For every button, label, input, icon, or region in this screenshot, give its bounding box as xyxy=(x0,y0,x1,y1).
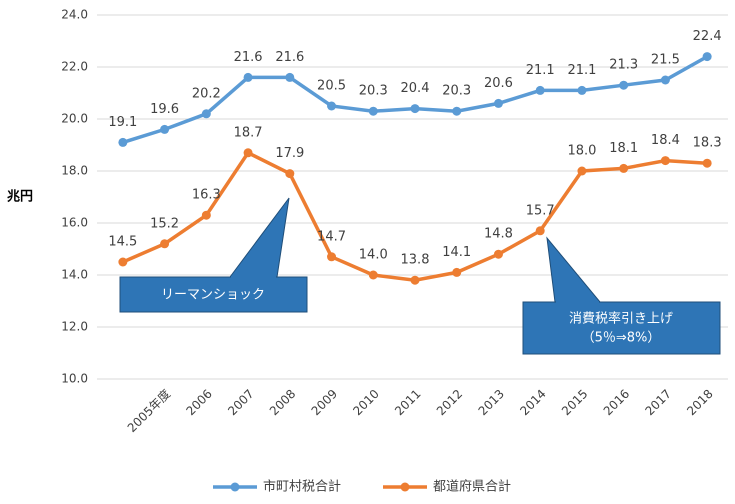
point xyxy=(410,275,420,285)
point xyxy=(285,72,295,82)
point xyxy=(660,156,670,166)
data-label: 21.3 xyxy=(609,58,638,73)
data-label: 14.5 xyxy=(108,235,137,250)
point xyxy=(452,106,462,116)
point xyxy=(493,249,503,259)
data-label: 21.5 xyxy=(651,53,680,68)
data-label: 14.7 xyxy=(317,229,346,244)
y-tick-label: 18.0 xyxy=(61,164,88,178)
point xyxy=(368,270,378,280)
point xyxy=(535,85,545,95)
y-tick-label: 20.0 xyxy=(61,112,88,126)
y-tick-label: 16.0 xyxy=(61,216,88,230)
legend-label: 市町村税合計 xyxy=(263,479,341,495)
point xyxy=(243,148,253,158)
data-label: 21.1 xyxy=(526,63,555,78)
data-label: 15.7 xyxy=(526,203,555,218)
point xyxy=(118,137,128,147)
data-label: 19.1 xyxy=(108,115,137,130)
point xyxy=(285,169,295,179)
point xyxy=(619,163,629,173)
callout-box xyxy=(119,276,308,313)
point xyxy=(577,166,587,176)
data-label: 13.8 xyxy=(401,253,430,268)
data-label: 15.2 xyxy=(150,216,179,231)
data-label: 19.6 xyxy=(150,102,179,117)
point xyxy=(327,252,337,262)
point xyxy=(660,75,670,85)
callout-pointer xyxy=(546,236,602,303)
y-tick-label: 12.0 xyxy=(61,320,88,334)
data-label: 14.1 xyxy=(442,245,471,260)
legend-label: 都道府県合計 xyxy=(433,479,511,495)
callout-pointer xyxy=(229,197,290,278)
data-label: 20.4 xyxy=(401,81,430,96)
point xyxy=(410,104,420,114)
data-label: 20.2 xyxy=(192,86,221,101)
x-tick-label: 2007 xyxy=(225,387,256,418)
x-tick-label: 2014 xyxy=(517,387,548,418)
x-tick-label: 2010 xyxy=(350,387,381,418)
data-label: 16.3 xyxy=(192,188,221,203)
data-label: 22.4 xyxy=(693,29,722,44)
data-label: 20.6 xyxy=(484,76,513,91)
point xyxy=(535,226,545,236)
point xyxy=(493,98,503,108)
x-tick-label: 2009 xyxy=(309,387,340,418)
x-tick-label: 2018 xyxy=(684,387,715,418)
data-label: 18.3 xyxy=(693,136,722,151)
annotation: リーマンショック xyxy=(161,288,265,303)
point xyxy=(243,72,253,82)
data-label: 14.0 xyxy=(359,248,388,263)
data-label: 21.1 xyxy=(567,63,596,78)
annotation: （5％⇒8%） xyxy=(582,331,661,346)
point xyxy=(118,257,128,267)
y-tick-label: 14.0 xyxy=(61,268,88,282)
data-label: 18.4 xyxy=(651,133,680,148)
x-tick-label: 2017 xyxy=(642,387,673,418)
point xyxy=(368,106,378,116)
x-tick-label: 2005年度 xyxy=(124,386,173,435)
data-label: 18.0 xyxy=(567,144,596,159)
data-label: 18.1 xyxy=(609,141,638,156)
legend-marker xyxy=(230,482,240,492)
y-tick-label: 10.0 xyxy=(61,372,88,386)
data-label: 20.3 xyxy=(442,84,471,99)
x-tick-label: 2013 xyxy=(476,387,507,418)
point xyxy=(201,109,211,119)
x-tick-label: 2016 xyxy=(601,387,632,418)
x-tick-label: 2015 xyxy=(559,387,590,418)
point xyxy=(160,239,170,249)
point xyxy=(619,80,629,90)
legend-marker xyxy=(400,482,410,492)
x-tick-label: 2011 xyxy=(392,387,423,418)
data-label: 20.5 xyxy=(317,79,346,94)
point xyxy=(577,85,587,95)
annotation: 消費税率引き上げ xyxy=(569,311,673,327)
point xyxy=(702,158,712,168)
point xyxy=(702,52,712,62)
data-label: 14.8 xyxy=(484,227,513,242)
y-axis-label: 兆円 xyxy=(7,189,33,205)
data-label: 18.7 xyxy=(234,125,263,140)
point xyxy=(327,101,337,111)
point xyxy=(201,210,211,220)
data-label: 20.3 xyxy=(359,84,388,99)
x-tick-label: 2008 xyxy=(267,387,298,418)
point xyxy=(160,124,170,134)
x-tick-label: 2012 xyxy=(434,387,465,418)
data-label: 17.9 xyxy=(275,146,304,161)
data-label: 21.6 xyxy=(234,50,263,65)
y-tick-label: 22.0 xyxy=(61,60,88,74)
x-tick-label: 2006 xyxy=(183,387,214,418)
callout-box xyxy=(522,301,721,355)
data-label: 21.6 xyxy=(275,50,304,65)
point xyxy=(452,267,462,277)
y-tick-label: 24.0 xyxy=(61,8,88,22)
